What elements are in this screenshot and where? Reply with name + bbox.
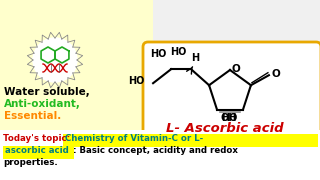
FancyBboxPatch shape xyxy=(0,130,320,180)
Text: HO: HO xyxy=(128,76,144,86)
Text: ascorbic acid: ascorbic acid xyxy=(5,146,69,155)
Text: HO: HO xyxy=(170,47,186,57)
Circle shape xyxy=(33,38,77,82)
FancyBboxPatch shape xyxy=(3,145,74,159)
Text: Water soluble,: Water soluble, xyxy=(4,87,90,97)
Text: O: O xyxy=(232,64,241,74)
FancyBboxPatch shape xyxy=(0,0,153,135)
Text: Essential.: Essential. xyxy=(4,111,61,121)
Text: L- Ascorbic acid: L- Ascorbic acid xyxy=(166,122,284,134)
Text: HO: HO xyxy=(221,113,237,123)
Text: OH: OH xyxy=(220,113,236,123)
FancyBboxPatch shape xyxy=(62,134,317,147)
Text: Today's topic:: Today's topic: xyxy=(3,134,73,143)
Text: O: O xyxy=(272,69,281,79)
Text: HO: HO xyxy=(150,49,166,59)
Text: : Basic concept, acidity and redox: : Basic concept, acidity and redox xyxy=(73,146,238,155)
Text: H: H xyxy=(191,53,199,63)
Text: Anti-oxidant,: Anti-oxidant, xyxy=(4,99,81,109)
Text: properties.: properties. xyxy=(3,158,58,167)
Text: Chemistry of Vitamin-C or L-: Chemistry of Vitamin-C or L- xyxy=(65,134,203,143)
FancyBboxPatch shape xyxy=(143,42,320,180)
